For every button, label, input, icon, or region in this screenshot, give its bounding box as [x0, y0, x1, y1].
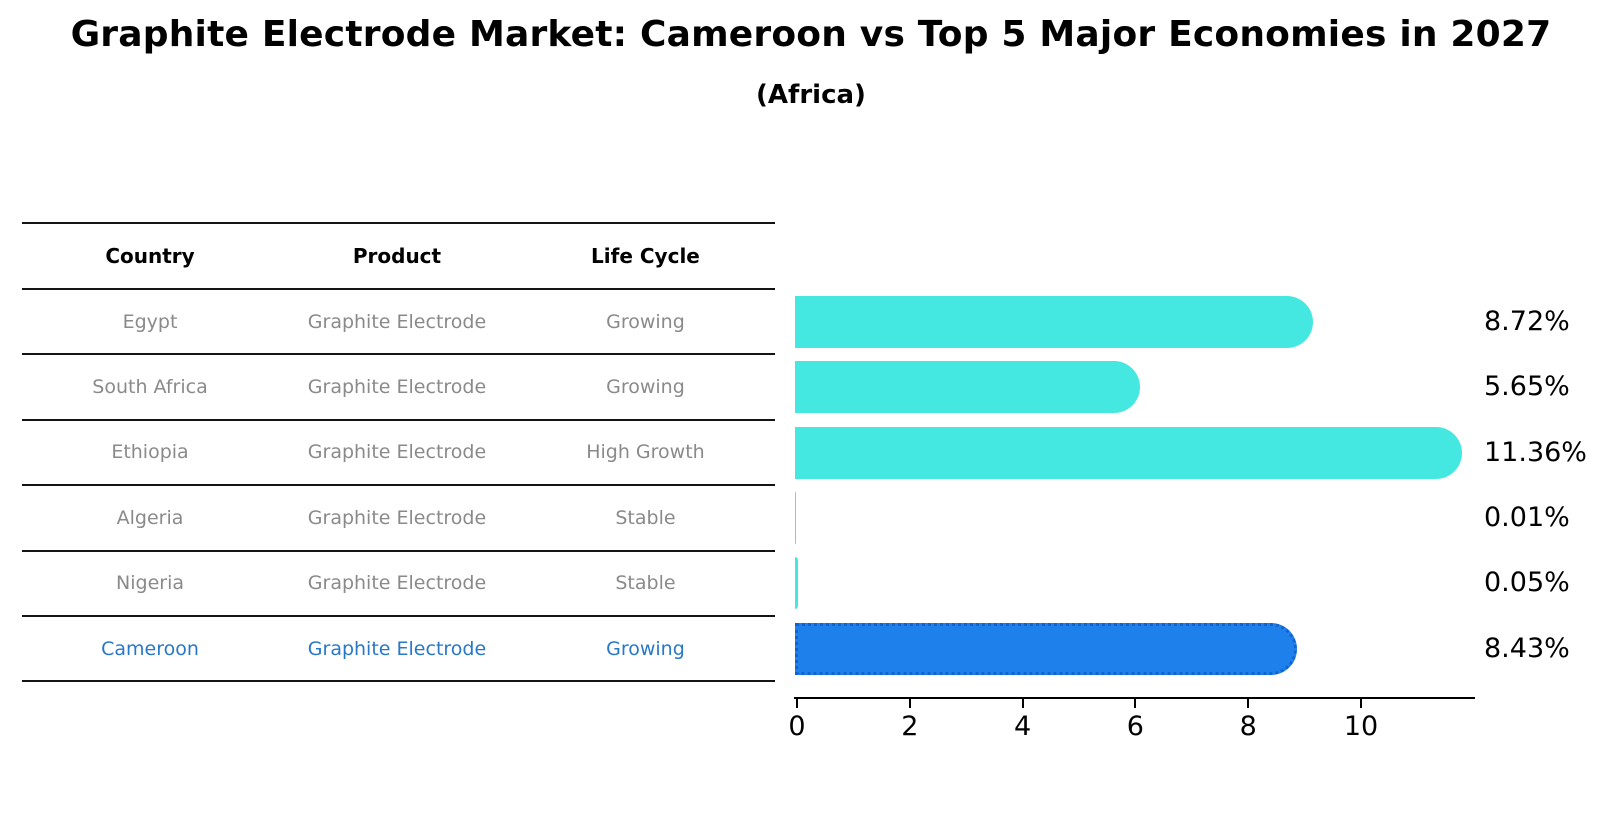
column-header-life-cycle: Life Cycle	[591, 244, 700, 268]
country-cell: Egypt	[122, 310, 178, 333]
x-tick-label: 4	[1014, 711, 1032, 742]
country-cell: Ethiopia	[111, 441, 189, 464]
bar	[795, 557, 798, 610]
product-cell: Graphite Electrode	[307, 376, 487, 399]
bar	[795, 426, 1462, 479]
x-tick-label: 6	[1126, 711, 1144, 742]
life-cycle-cell: Stable	[615, 506, 676, 529]
x-tick-label: 10	[1343, 711, 1379, 742]
x-tick-mark	[908, 699, 911, 708]
x-tick-label: 2	[901, 711, 919, 742]
x-tick-label: 8	[1239, 711, 1257, 742]
value-label: 8.72%	[1484, 305, 1570, 337]
value-label: 8.43%	[1484, 632, 1570, 664]
bar	[795, 361, 1140, 414]
product-cell: Graphite Electrode	[307, 506, 487, 529]
table-row: Nigeria Graphite Electrode Stable	[22, 549, 775, 615]
table-row: South Africa Graphite Electrode Growing	[22, 353, 775, 418]
product-cell: Graphite Electrode	[307, 637, 487, 660]
table-body: Egypt Graphite Electrode Growing South Afri…	[22, 288, 775, 680]
value-label: 0.05%	[1484, 567, 1570, 599]
value-label: 0.01%	[1484, 501, 1570, 533]
table-row: Egypt Graphite Electrode Growing	[22, 288, 775, 353]
table-header-row: Country Product Life Cycle	[22, 222, 775, 288]
x-tick-label: 0	[788, 711, 806, 742]
chart-title: Graphite Electrode Market: Cameroon vs T…	[70, 14, 1552, 55]
x-tick-mark	[1247, 699, 1250, 708]
life-cycle-cell: Stable	[615, 572, 676, 595]
product-cell: Graphite Electrode	[307, 310, 487, 333]
country-cell: Cameroon	[101, 637, 199, 660]
product-cell: Graphite Electrode	[307, 572, 487, 595]
value-label: 5.65%	[1484, 371, 1570, 403]
life-cycle-cell: Growing	[606, 637, 685, 660]
life-cycle-cell: High Growth	[586, 441, 705, 464]
country-cell: Nigeria	[116, 572, 184, 595]
table-row: Ethiopia Graphite Electrode High Growth	[22, 418, 775, 484]
x-tick-mark	[1021, 699, 1024, 708]
product-cell: Graphite Electrode	[307, 441, 487, 464]
country-cell: South Africa	[92, 376, 208, 399]
x-tick-mark	[796, 699, 798, 708]
life-cycle-cell: Growing	[606, 310, 685, 333]
table-row: Cameroon Graphite Electrode Growing	[22, 614, 775, 680]
x-axis-line	[794, 697, 1475, 699]
column-header-product: Product	[352, 244, 442, 268]
bar	[795, 295, 1313, 348]
column-header-country: Country	[105, 244, 195, 268]
bar-cameroon-highlighted	[795, 622, 1297, 675]
chart-subtitle: (Africa)	[756, 80, 866, 110]
life-cycle-cell: Growing	[606, 376, 685, 399]
x-tick-mark	[1360, 699, 1362, 708]
table-row: Algeria Graphite Electrode Stable	[22, 484, 775, 549]
country-info-table: Country Product Life Cycle Egypt Graphite…	[22, 222, 775, 683]
bar	[795, 491, 796, 544]
x-tick-mark	[1134, 699, 1137, 708]
value-label: 11.36%	[1484, 436, 1587, 468]
country-cell: Algeria	[116, 506, 184, 529]
